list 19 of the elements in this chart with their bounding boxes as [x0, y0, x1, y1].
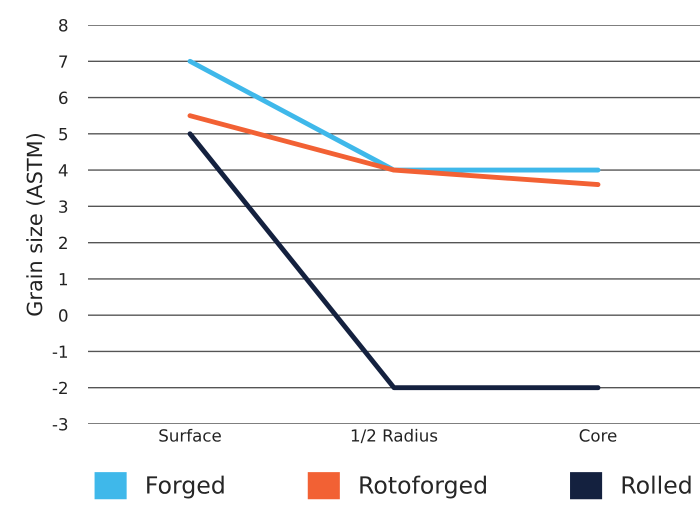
- y-tick-label: 1: [60, 273, 68, 286]
- y-tick-label: 5: [59, 128, 68, 140]
- y-tick-label: 7: [59, 55, 68, 68]
- y-axis-title: Grain size (ASTM): [26, 134, 45, 316]
- x-tick-label: Surface: [159, 428, 221, 442]
- x-tick-label: 1/2 Radius: [352, 428, 438, 444]
- x-tick-label: Core: [580, 429, 616, 442]
- y-tick-label: 8: [59, 18, 68, 32]
- y-tick-label: -2: [52, 382, 67, 394]
- legend-label: Rolled: [622, 476, 691, 494]
- y-tick-label: 4: [58, 164, 68, 176]
- y-tick-label: -1: [52, 346, 68, 358]
- legend-label: Forged: [147, 476, 224, 498]
- y-tick-label: 0: [59, 309, 68, 322]
- legend-label: Rotoforged: [360, 476, 486, 498]
- y-tick-label: 6: [59, 92, 68, 104]
- y-tick-label: 3: [59, 200, 68, 213]
- y-tick-label: -3: [52, 418, 68, 431]
- y-tick-label: 2: [59, 236, 67, 249]
